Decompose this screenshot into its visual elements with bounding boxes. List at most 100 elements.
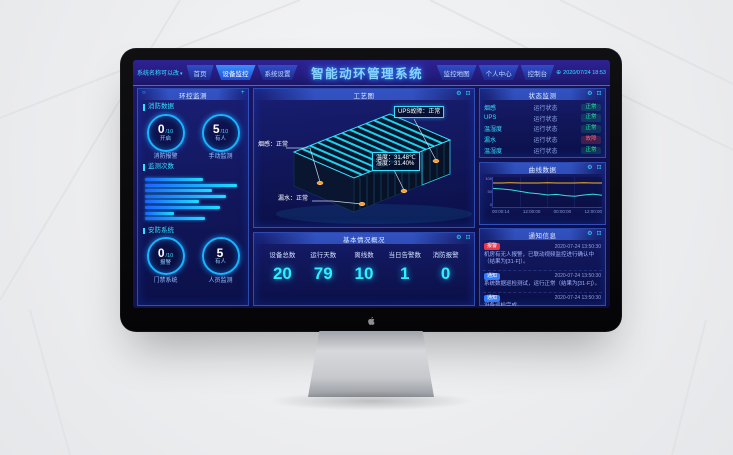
chevron-down-icon: ▾ (180, 71, 183, 77)
bar (145, 178, 203, 182)
status-badge: 正常 (581, 125, 601, 133)
x-tick: 00:00:14 (492, 209, 510, 214)
notice-time: 2020-07-24 13:50:30 (554, 273, 601, 280)
stat-running-days: 运行天数 79 (310, 252, 337, 283)
gear-icon[interactable]: ⚙ (587, 231, 593, 237)
gauge-value: 5 (216, 245, 224, 260)
expand-icon[interactable]: ⊡ (465, 91, 471, 97)
gauge-caption: 手动监测 (208, 154, 233, 160)
section-monitor-counts-title: 监测次数 (143, 163, 248, 171)
curve-x-ticks: 00:00:14 12:00:00 00:00:00 12:00:00 (480, 208, 605, 214)
gear-icon[interactable]: ⚙ (587, 91, 593, 97)
table-row: 温湿度 运行状态 正常 (484, 124, 601, 135)
panel-curve-title: 曲线数据 (528, 166, 557, 174)
tab-monitor-map[interactable]: 监控地图 (436, 65, 477, 80)
expand-icon[interactable]: ⊡ (596, 165, 602, 171)
globe-icon: ⊕ (556, 70, 562, 76)
tab-device-monitor[interactable]: 设备监控 (215, 65, 256, 80)
plus-icon[interactable]: + (240, 90, 245, 96)
bar (145, 183, 238, 187)
tab-console[interactable]: 控制台 (520, 65, 555, 80)
stat-fire-alarms: 消防报警 0 (432, 252, 459, 283)
gear-icon[interactable]: ⚙ (456, 91, 462, 97)
callout-temp-humidity: 温度：31.48℃ 湿度：31.40% (372, 152, 420, 171)
panel-summary: 基本情况概况 ⚙ ⊡ 设备总数 20 运行天数 79 离线数 10 (253, 232, 475, 306)
system-name-dropdown[interactable]: 系统名称可以改▾ (137, 68, 183, 77)
y-tick: 0 (489, 202, 492, 207)
callout-water-leak: 漏水：正常 (278, 196, 309, 202)
gauge-total: /10 (165, 252, 174, 259)
gauge-total: /10 (220, 128, 229, 135)
curve-chart: 100 50 0 (480, 174, 605, 208)
callout-ups-status: UPS故障：正常 (394, 106, 445, 118)
gauge-caption: 消防报警 (153, 154, 178, 160)
gauge-ring: 0/10 开启 (146, 113, 185, 152)
security-gauges: 0/10 报警 门禁系统 5 有人 人员监测 (138, 237, 248, 284)
system-name-label: 系统名称可以改 (137, 71, 180, 77)
gauge-state: 有人 (214, 135, 226, 142)
gauge-state: 开启 (159, 135, 171, 142)
expand-icon[interactable]: ⊡ (596, 91, 602, 97)
tab-home[interactable]: 首页 (186, 65, 214, 80)
callout-smoke-sensor: 烟感：正常 (258, 142, 289, 148)
status-badge: 正常 (581, 146, 601, 155)
panel-notices-title: 通知信息 (528, 232, 557, 240)
notice-level-badge: 报警 (484, 243, 501, 250)
monitor-stand (308, 331, 434, 397)
status-rows: 烟感 运行状态 正常 UPS 运行状态 正常 温湿度 运行状态 正常 (480, 100, 605, 158)
panel-environment-title: 环控监测 (179, 92, 207, 100)
stand-shadow (266, 391, 476, 411)
table-row: UPS 运行状态 正常 (484, 113, 601, 124)
gauge-people-monitor: 5 有人 人员监测 (201, 237, 240, 284)
expand-icon[interactable]: ⊡ (465, 235, 471, 241)
dashboard-screen: 系统名称可以改▾ 首页 设备监控 系统设置 智能动环管理系统 监控地图 个人中心… (133, 60, 610, 308)
gauge-caption: 人员监测 (208, 277, 233, 284)
gear-icon[interactable]: ⚙ (587, 165, 593, 171)
panel-status-title: 状态监测 (528, 92, 557, 100)
panel-summary-title: 基本情况概况 (343, 236, 385, 244)
notice-level-badge: 通知 (484, 294, 501, 302)
notice-level-badge: 通知 (484, 272, 501, 280)
container-3d-graphic (276, 113, 472, 224)
gauge-fire-alarm: 0/10 开启 消防报警 (146, 113, 185, 160)
panel-notices-header: 通知信息 ⚙ ⊡ (480, 229, 605, 240)
gauge-ring: 5 有人 (201, 237, 240, 276)
notice-text: 系统数据巡检测试，运行正常（结果为[31·F]）。 (484, 281, 601, 288)
panel-environment-header: ○ 环控监测 + (138, 89, 248, 100)
expand-icon[interactable]: ⊡ (596, 231, 602, 237)
series-温度 (493, 187, 602, 197)
tab-system-settings[interactable]: 系统设置 (257, 65, 298, 80)
gauge-manual-monitor: 5/10 有人 手动监测 (201, 113, 240, 160)
gauge-state: 有人 (214, 259, 226, 266)
panel-device-status: 状态监测 ⚙ ⊡ 烟感 运行状态 正常 UPS 运行状态 正常 (479, 88, 606, 158)
table-row: 漏水 运行状态 故障 (484, 134, 601, 145)
list-item: 通知 2020-07-24 13:50:30 设备巡检完成。 (483, 293, 602, 306)
table-row: 烟感 运行状态 正常 (484, 102, 601, 113)
dashboard-header: 系统名称可以改▾ 首页 设备监控 系统设置 智能动环管理系统 监控地图 个人中心… (133, 60, 610, 86)
panel-diagram-title: 工艺图 (353, 92, 375, 100)
bar (145, 200, 199, 204)
apple-logo-icon (365, 314, 377, 328)
gauge-caption: 门禁系统 (153, 277, 178, 284)
x-tick: 12:00:00 (522, 209, 541, 214)
bar (145, 206, 220, 210)
container-3d-stage: 烟感：正常 UPS故障：正常 温度：31.48℃ 湿度：31.40% 漏水：正常 (254, 100, 476, 229)
panel-summary-header: 基本情况概况 ⚙ ⊡ (254, 233, 474, 244)
panel-curve-header: 曲线数据 ⚙ ⊡ (480, 163, 605, 174)
monitor-counts-bars (138, 173, 248, 224)
curve-chart-svg (492, 177, 602, 208)
tab-personal-center[interactable]: 个人中心 (478, 65, 519, 80)
x-tick: 12:00:00 (584, 209, 602, 214)
stat-offline-count: 离线数 10 (354, 252, 374, 283)
gear-icon[interactable]: ⚙ (456, 235, 462, 241)
panel-notices: 通知信息 ⚙ ⊡ 报警 2020-07-24 13:50:30 机房有无人报警，… (479, 228, 606, 306)
bar (145, 194, 226, 198)
datetime-value: 2020/07/24 18:53 (563, 69, 606, 76)
gauge-value: 0 (157, 121, 165, 136)
stat-today-alarms: 当日告警数 1 (388, 252, 422, 283)
list-item: 通知 2020-07-24 13:50:30 系统数据巡检测试，运行正常（结果为… (483, 271, 602, 293)
callout-humidity: 湿度：31.40% (376, 161, 415, 168)
panel-environment: ○ 环控监测 + 消防数据 0/10 开启 消防报警 5 (137, 88, 249, 306)
section-fire-data-title: 消防数据 (143, 103, 248, 111)
